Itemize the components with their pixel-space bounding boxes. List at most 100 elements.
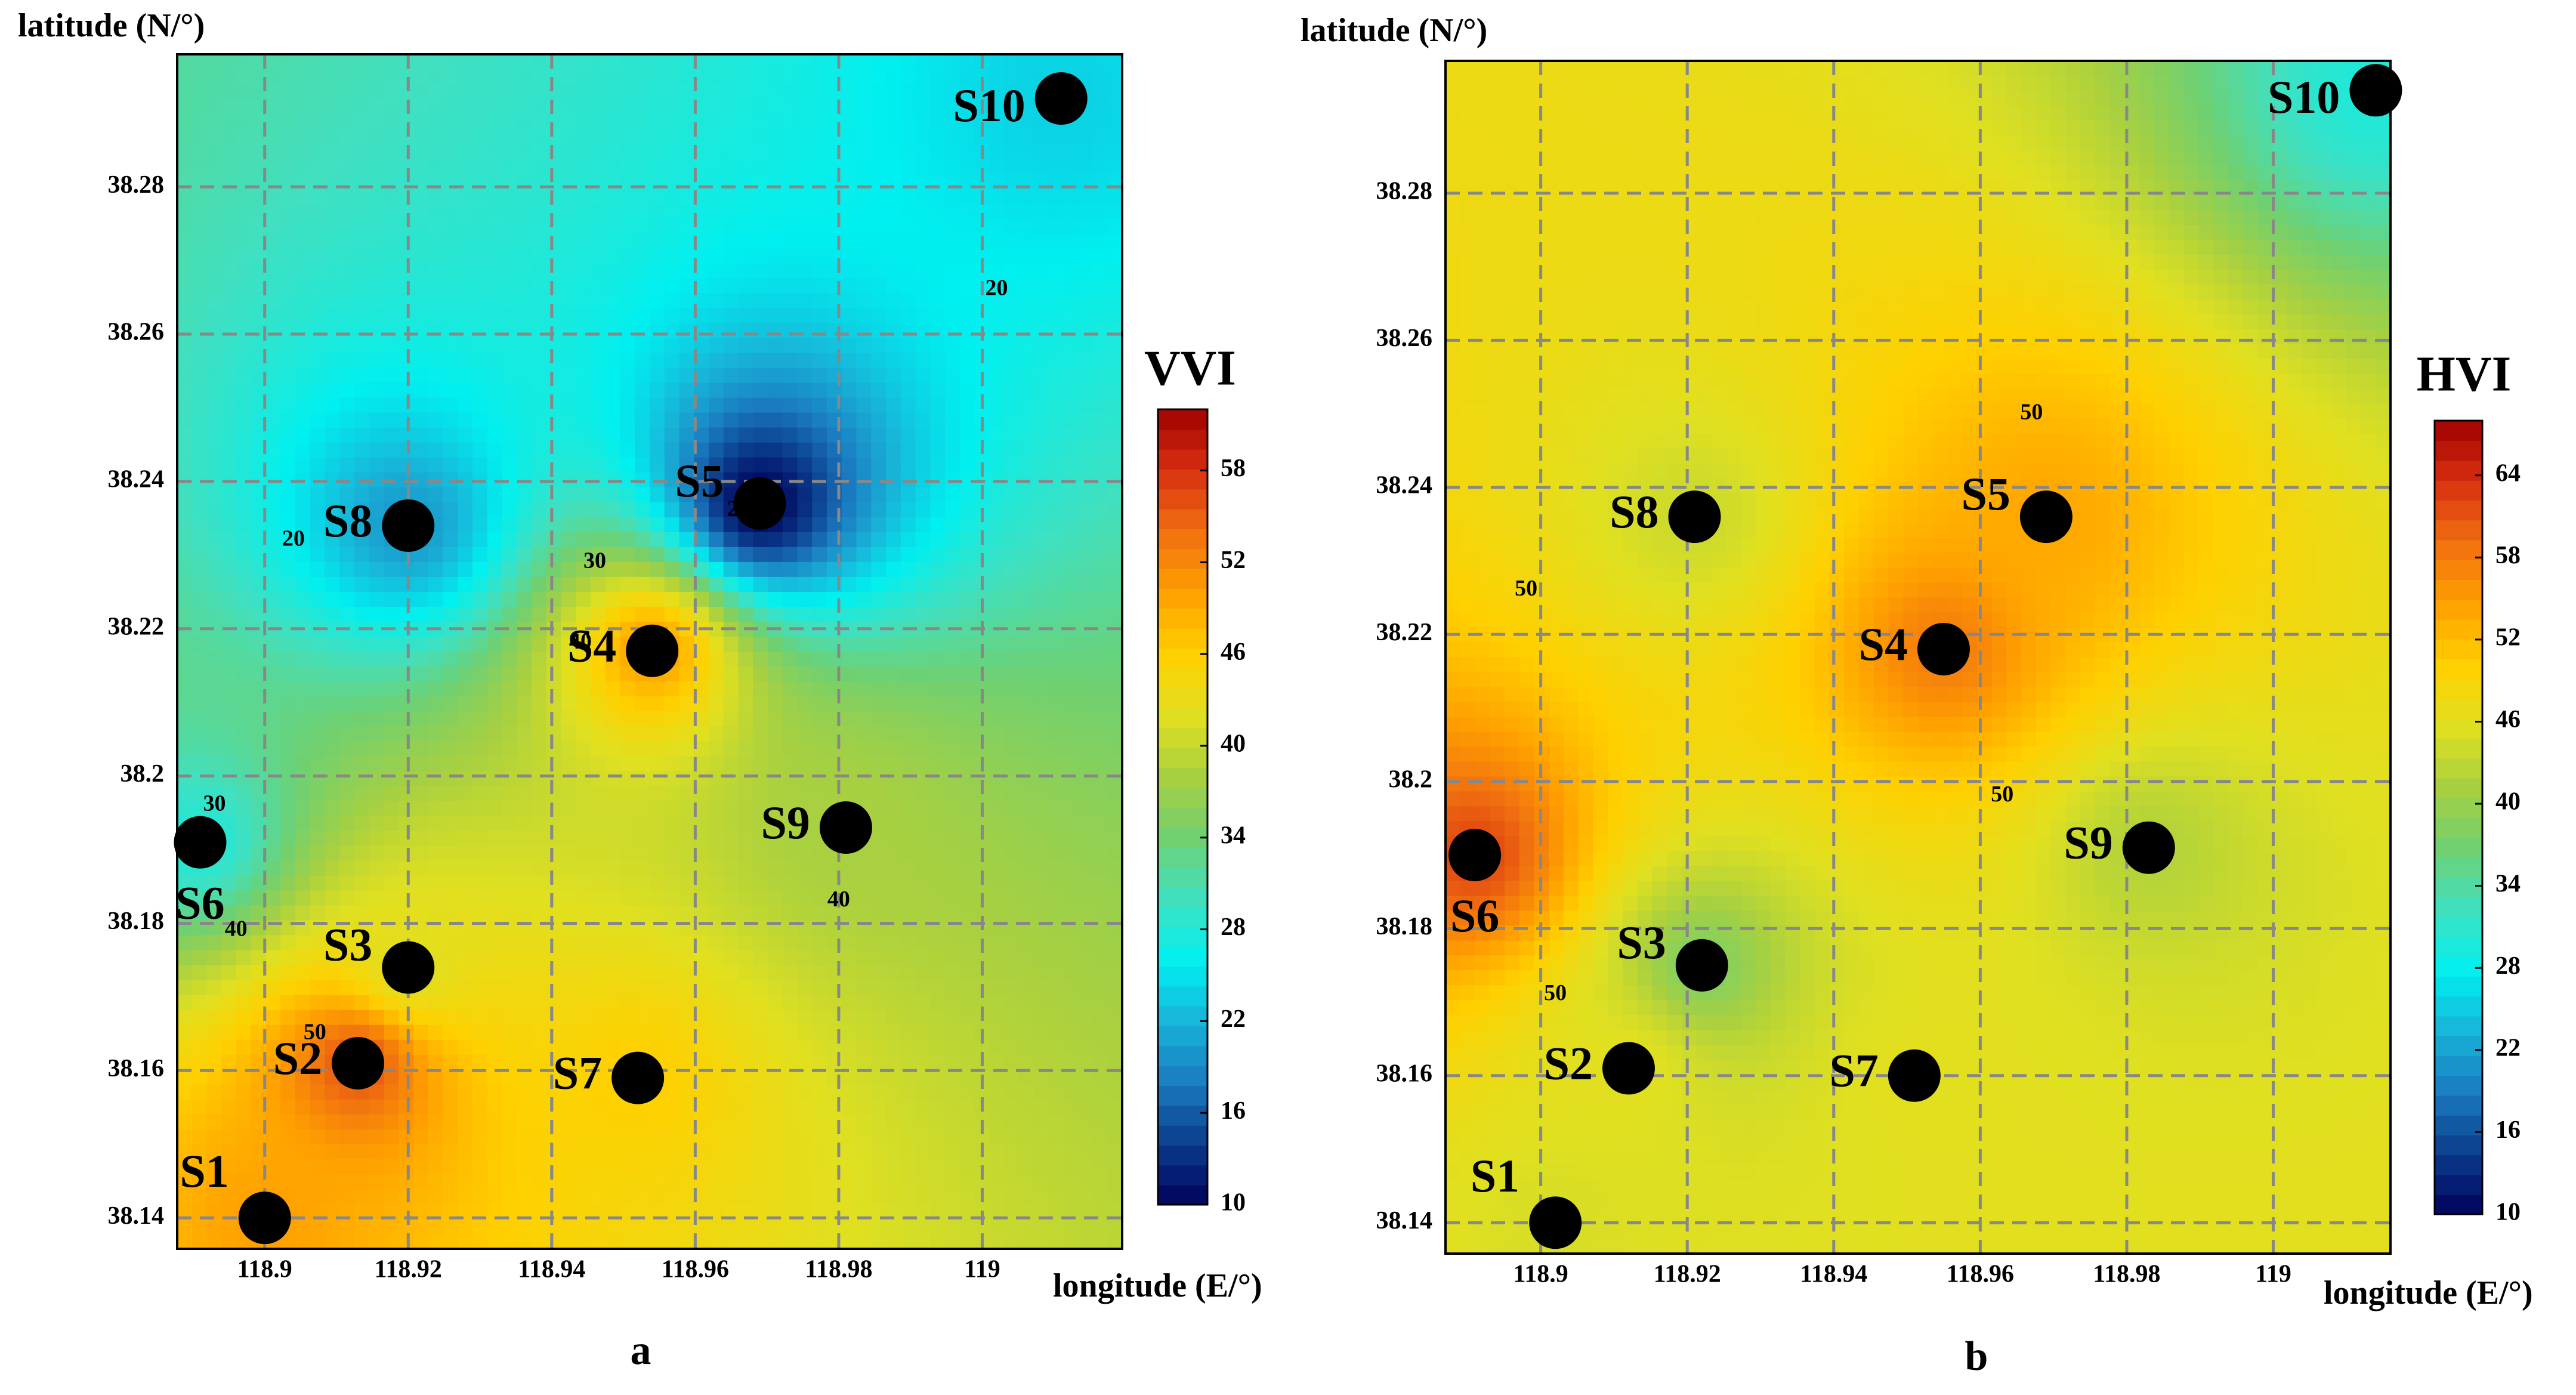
field-cell (399, 203, 414, 220)
field-cell (900, 726, 916, 742)
field-cell (723, 935, 739, 951)
field-cell (1092, 606, 1108, 622)
field-cell (915, 159, 931, 175)
field-cell (768, 1189, 783, 1205)
field-cell (1004, 950, 1020, 966)
field-cell (561, 786, 577, 802)
field-cell (753, 263, 768, 279)
field-cell (1063, 756, 1079, 772)
field-cell (591, 278, 606, 294)
field-cell (295, 995, 311, 1011)
field-cell (1033, 442, 1049, 458)
field-cell (532, 831, 547, 847)
field-cell (399, 457, 414, 473)
field-cell (635, 1218, 650, 1234)
field-cell (295, 950, 311, 966)
field-cell (472, 711, 488, 727)
field-cell (546, 442, 562, 458)
field-cell (930, 54, 946, 70)
field-cell (1018, 293, 1034, 309)
field-cell (709, 771, 724, 787)
field-cell (546, 1024, 562, 1041)
field-cell (517, 412, 532, 428)
field-cell (1004, 711, 1020, 727)
field-cell (384, 203, 400, 220)
field-cell (620, 845, 636, 862)
field-cell (1063, 1084, 1079, 1100)
field-cell (502, 1189, 518, 1205)
field-cell (221, 457, 237, 473)
field-cell (384, 696, 400, 712)
field-cell (768, 427, 783, 443)
field-cell (369, 771, 385, 787)
field-cell (354, 84, 370, 100)
field-cell (236, 1144, 252, 1160)
field-cell (369, 591, 385, 607)
field-cell (532, 771, 547, 787)
field-cell (635, 427, 650, 443)
field-cell (206, 218, 223, 234)
field-cell (310, 69, 326, 85)
field-cell (502, 816, 518, 832)
field-cell (472, 636, 488, 652)
field-cell (265, 144, 282, 160)
field-cell (915, 831, 931, 847)
field-cell (310, 144, 326, 160)
field-cell (856, 308, 872, 324)
field-cell (915, 368, 931, 384)
field-cell (1018, 502, 1034, 518)
field-cell (768, 666, 783, 683)
field-cell (1077, 666, 1094, 683)
field-cell (517, 711, 532, 727)
field-cell (399, 397, 414, 413)
field-cell (1018, 517, 1034, 533)
field-cell (1004, 1024, 1020, 1041)
field-cell (295, 84, 311, 100)
field-cell (723, 218, 739, 234)
field-cell (620, 1024, 636, 1041)
field-cell (236, 457, 252, 473)
field-cell (458, 741, 473, 757)
field-cell (206, 1218, 223, 1234)
field-cell (458, 1024, 473, 1041)
field-cell (472, 652, 488, 668)
field-cell (650, 1233, 665, 1249)
field-cell (191, 353, 208, 369)
field-cell (738, 980, 754, 996)
field-cell (310, 248, 326, 264)
field-cell (191, 875, 208, 891)
field-cell (782, 591, 798, 607)
field-cell (650, 995, 665, 1011)
field-cell (458, 278, 473, 294)
field-cell (1033, 1218, 1049, 1234)
field-cell (1033, 412, 1049, 428)
field-cell (1033, 801, 1049, 817)
field-cell (458, 1144, 473, 1160)
field-cell (221, 606, 237, 622)
field-cell (709, 368, 724, 384)
field-cell (561, 666, 577, 683)
field-cell (487, 263, 503, 279)
field-cell (871, 99, 887, 115)
field-cell (635, 845, 650, 862)
field-cell (1004, 368, 1020, 384)
field-cell (325, 636, 341, 652)
field-cell (709, 218, 724, 234)
field-cell (472, 144, 488, 160)
field-cell (206, 278, 223, 294)
field-cell (576, 561, 591, 578)
field-cell (428, 427, 444, 443)
field-cell (900, 114, 916, 130)
field-cell (723, 457, 739, 473)
field-cell (709, 84, 724, 100)
field-cell (384, 561, 400, 578)
field-cell (900, 666, 916, 683)
field-cell (812, 203, 827, 220)
field-cell (325, 756, 341, 772)
field-cell (384, 1054, 400, 1070)
field-cell (413, 890, 429, 906)
field-cell (413, 905, 429, 921)
field-cell (1048, 397, 1064, 413)
field-cell (959, 547, 975, 563)
field-cell (841, 1144, 857, 1160)
